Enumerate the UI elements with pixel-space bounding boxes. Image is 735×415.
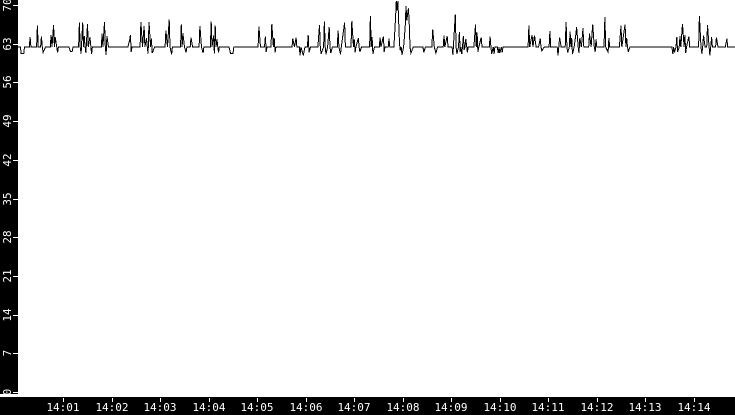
y-axis-tick: [13, 315, 18, 316]
x-axis-tick: [645, 398, 646, 402]
y-axis-tick-label: 7: [1, 349, 14, 357]
x-axis-tick-label: 14:07: [337, 401, 371, 414]
x-axis-tick: [257, 398, 258, 402]
y-axis-tick: [13, 5, 18, 6]
x-axis-tick: [63, 398, 64, 402]
x-axis: [0, 397, 735, 415]
x-axis-tick-label: 14:06: [289, 401, 323, 414]
y-axis-tick-label: 42: [1, 153, 14, 167]
y-axis-tick: [13, 276, 18, 277]
x-axis-tick: [403, 398, 404, 402]
x-axis-tick: [548, 398, 549, 402]
y-axis-tick: [13, 199, 18, 200]
x-axis-tick-label: 14:12: [580, 401, 614, 414]
x-axis-tick: [354, 398, 355, 402]
y-axis-tick: [13, 121, 18, 122]
y-axis-tick: [13, 392, 18, 393]
y-axis-tick: [13, 353, 18, 354]
y-axis-tick-label: 63: [1, 37, 14, 51]
x-axis-tick: [597, 398, 598, 402]
x-axis-tick-label: 14:02: [95, 401, 129, 414]
y-axis-tick-label: 49: [1, 114, 14, 128]
x-axis-tick: [160, 398, 161, 402]
data-line: [18, 1, 735, 56]
x-axis-tick-label: 14:05: [240, 401, 274, 414]
y-axis-tick-label: 35: [1, 192, 14, 206]
y-axis-tick-label: 70: [1, 0, 14, 12]
y-axis-tick-label: 0: [1, 388, 14, 396]
x-axis-tick-label: 14:04: [192, 401, 226, 414]
x-axis-tick: [209, 398, 210, 402]
x-axis-tick-label: 14:03: [143, 401, 177, 414]
y-axis-tick-label: 21: [1, 269, 14, 283]
x-axis-tick: [112, 398, 113, 402]
x-axis-tick-label: 14:11: [531, 401, 565, 414]
x-axis-tick-label: 14:13: [628, 401, 662, 414]
x-axis-tick: [451, 398, 452, 402]
y-axis-tick-label: 28: [1, 230, 14, 244]
y-axis-tick: [13, 44, 18, 45]
x-axis-tick: [694, 398, 695, 402]
y-axis: [0, 0, 18, 394]
x-axis-tick-label: 14:09: [434, 401, 468, 414]
x-axis-tick-label: 14:14: [677, 401, 711, 414]
x-axis-tick: [500, 398, 501, 402]
y-axis-tick: [13, 160, 18, 161]
y-axis-tick-label: 56: [1, 75, 14, 89]
x-axis-tick-label: 14:08: [386, 401, 420, 414]
y-axis-tick: [13, 82, 18, 83]
y-axis-tick-label: 14: [1, 308, 14, 322]
x-axis-tick-label: 14:10: [483, 401, 517, 414]
x-axis-tick: [306, 398, 307, 402]
y-axis-tick: [13, 237, 18, 238]
x-axis-tick-label: 14:01: [46, 401, 80, 414]
